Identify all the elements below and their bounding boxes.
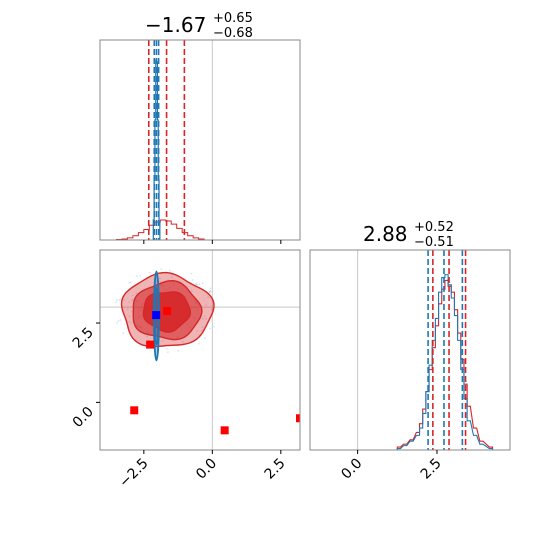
joint-sample-point <box>128 301 131 304</box>
joint-sample-point <box>201 282 204 284</box>
joint-sample-point <box>130 310 133 313</box>
x-tick-label-p0: 0.0 <box>193 456 220 483</box>
joint-sample-point <box>208 327 211 330</box>
x-tick-label-p1: 2.5 <box>418 456 445 483</box>
x-tick-label-p0: −2.5 <box>116 456 151 491</box>
joint-sample-point <box>146 335 149 338</box>
joint-sample-point <box>190 290 193 293</box>
joint-sample-point <box>177 349 180 352</box>
joint-plot-area <box>100 250 300 450</box>
marginal-panel-p1 <box>309 249 511 454</box>
marginal-panel-p0 <box>99 39 301 244</box>
joint-sample-point <box>131 294 134 297</box>
joint-sample-point <box>128 321 131 324</box>
joint-sample-point <box>209 287 212 290</box>
y-tick-label-p1: 2.5 <box>70 325 97 352</box>
joint-sample-point <box>122 332 125 335</box>
joint-sample-point <box>196 329 199 332</box>
joint-sample-point <box>208 291 211 293</box>
x-tick-label-p0: 2.5 <box>262 456 289 483</box>
p1-panel-frame <box>309 249 511 451</box>
joint-sample-point <box>197 342 200 345</box>
title-p0-minus: −0.68 <box>213 26 253 41</box>
y-tick-label-p1: 0.0 <box>70 404 97 431</box>
joint-sample-point <box>161 339 164 342</box>
p0-panel-frame <box>99 39 301 241</box>
joint-sample-point <box>171 271 174 274</box>
joint-sample-point <box>116 299 119 301</box>
p0-plot-area <box>115 40 213 240</box>
tick-labels: −2.5 0.0 2.5 0.0 2.5 0.0 2.5 <box>70 325 445 491</box>
joint-sample-point <box>210 308 213 310</box>
joint-sample-point <box>160 268 163 271</box>
joint-sample-point <box>181 340 184 343</box>
title-p1-value: 2.88 <box>363 222 408 246</box>
joint-sample-point <box>119 297 122 300</box>
joint-sample-point <box>128 281 131 284</box>
joint-sample-point <box>208 291 211 294</box>
joint-sample-point <box>190 272 193 275</box>
joint-sample-point <box>126 308 129 310</box>
joint-sample-point <box>201 329 204 332</box>
joint-sample-point <box>115 321 118 324</box>
joint-sample-point <box>158 280 161 283</box>
red-marker <box>130 406 139 415</box>
joint-sample-point <box>170 276 173 279</box>
red-marker <box>163 306 172 315</box>
joint-sample-point <box>114 301 117 304</box>
joint-sample-point <box>203 315 206 318</box>
joint-sample-point <box>165 347 168 350</box>
joint-sample-point <box>204 337 206 340</box>
red-marker <box>220 426 229 435</box>
joint-sample-point <box>136 275 139 278</box>
joint-sample-point <box>191 279 194 281</box>
title-p0-plus: +0.65 <box>213 11 253 26</box>
x-tick-label-p1: 0.0 <box>338 456 365 483</box>
joint-sample-point <box>198 283 201 285</box>
joint-panel <box>96 249 301 454</box>
red-marker <box>146 340 155 349</box>
joint-sample-point <box>169 269 171 272</box>
joint-sample-point <box>205 318 207 320</box>
joint-sample-point <box>166 351 169 354</box>
title-p0-value: −1.67 <box>145 13 206 37</box>
p1-blue-histogram <box>396 274 494 450</box>
joint-sample-point <box>135 292 138 295</box>
joint-sample-point <box>129 281 132 284</box>
joint-sample-point <box>209 290 212 293</box>
joint-sample-point <box>201 326 204 329</box>
joint-sample-point <box>148 271 151 274</box>
joint-sample-point <box>195 282 197 285</box>
p1-plot-area <box>357 250 494 450</box>
joint-sample-point <box>205 303 208 306</box>
joint-sample-point <box>128 315 131 318</box>
joint-sample-point <box>123 298 125 301</box>
joint-sample-point <box>119 319 122 321</box>
joint-sample-point <box>207 296 210 299</box>
title-p1-minus: −0.51 <box>414 235 454 250</box>
joint-sample-point <box>195 283 198 286</box>
joint-panel-frame <box>99 249 301 451</box>
joint-sample-point <box>196 283 199 286</box>
p1-red-histogram <box>396 279 494 450</box>
joint-sample-point <box>213 325 216 328</box>
joint-sample-point <box>201 317 204 320</box>
p0-red-histogram <box>115 219 205 240</box>
red-marker <box>296 414 300 423</box>
joint-sample-point <box>131 298 134 301</box>
joint-sample-point <box>118 299 121 301</box>
blue-marker <box>152 311 161 320</box>
title-p1-plus: +0.52 <box>414 220 454 235</box>
joint-sample-point <box>139 274 142 277</box>
joint-sample-point <box>117 320 120 322</box>
joint-sample-point <box>159 277 161 280</box>
joint-sample-point <box>130 299 133 302</box>
